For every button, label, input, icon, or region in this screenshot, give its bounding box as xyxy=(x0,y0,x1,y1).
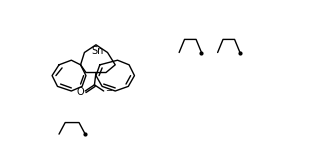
Text: O: O xyxy=(77,87,84,97)
Text: Sn: Sn xyxy=(91,46,104,56)
Text: −: − xyxy=(105,86,112,95)
